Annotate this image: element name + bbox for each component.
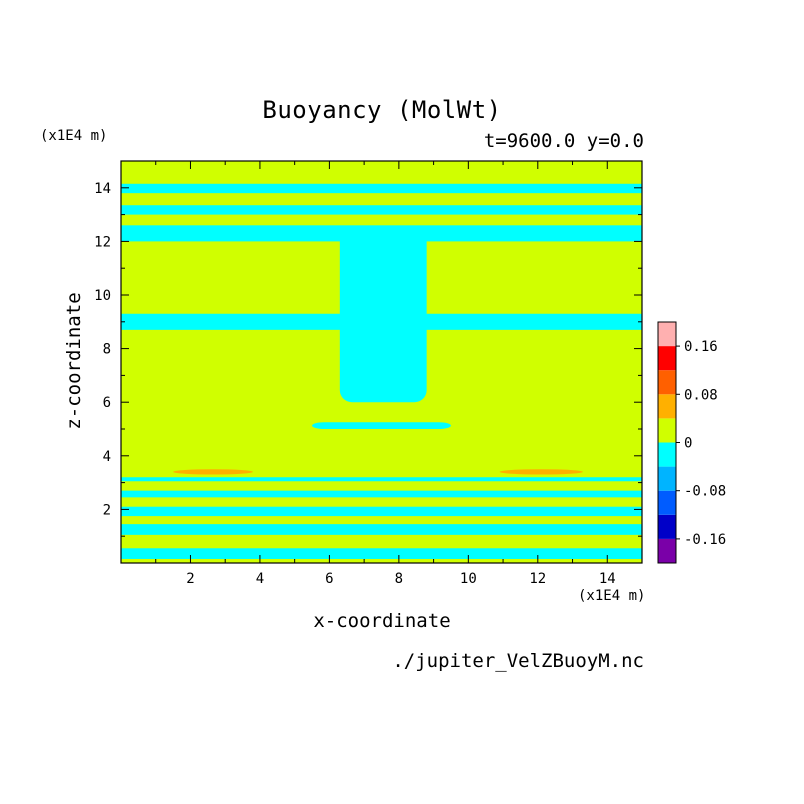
- plot-frame: [120, 160, 643, 564]
- colorbar-swatch-1: [658, 514, 676, 539]
- positive-patch-1: [499, 469, 583, 475]
- x-tick-label: 2: [186, 571, 194, 587]
- colorbar-tick-label: -0.08: [684, 484, 726, 500]
- y-tick-label: 8: [103, 342, 111, 358]
- y-tick-label: 12: [94, 234, 111, 250]
- x-tick-14: 14: [599, 161, 616, 587]
- y-tick-label: 2: [103, 502, 111, 518]
- negative-band-9: [121, 183, 642, 194]
- y-tick-label: 6: [103, 395, 111, 411]
- y-tick-14: 14: [94, 181, 642, 197]
- negative-band-8: [121, 205, 642, 215]
- x-tick-label: 10: [460, 571, 477, 587]
- colorbar-tick-label: 0: [684, 436, 692, 452]
- colorbar-tick-label: 0.08: [684, 387, 718, 403]
- colorbar-swatch-9: [658, 322, 676, 347]
- chart-title: Buoyancy (MolWt): [262, 96, 502, 124]
- y-tick-4: 4: [103, 449, 642, 465]
- colorbar-tick-label: 0.16: [684, 339, 718, 355]
- x-tick-2: 2: [186, 161, 195, 587]
- colorbar-tick-3: 0.08: [676, 387, 718, 403]
- x-tick-10: 10: [460, 161, 477, 587]
- colorbar-tick-4: 0.16: [676, 339, 718, 355]
- y-tick-12: 12: [94, 234, 642, 250]
- colorbar-tick-1: -0.08: [676, 484, 726, 500]
- colorbar: -0.16 -0.08 0 0.08 0.16: [657, 321, 726, 564]
- colorbar-swatch-3: [658, 466, 676, 491]
- y-tick-2: 2: [103, 502, 642, 518]
- y-axis-unit: (x1E4 m): [40, 128, 108, 144]
- colorbar-tick-2: 0: [676, 436, 692, 452]
- colorbar-swatch-5: [658, 418, 676, 443]
- x-axis-unit: (x1E4 m): [578, 588, 646, 604]
- negative-band-1: [121, 524, 642, 535]
- y-tick-label: 4: [103, 449, 111, 465]
- x-tick-8: 8: [395, 161, 403, 587]
- negative-band-3: [121, 490, 642, 498]
- negative-band-4: [121, 477, 642, 482]
- x-tick-12: 12: [529, 161, 546, 587]
- contour-field: [121, 161, 642, 563]
- y-axis-ticks: 2 4 6 8 10 12 14: [94, 181, 642, 537]
- positive-patch-0: [173, 469, 253, 475]
- x-tick-label: 6: [325, 571, 333, 587]
- negative-band-5: [312, 422, 451, 429]
- colorbar-swatch-8: [658, 346, 676, 371]
- colorbar-tick-0: -0.16: [676, 532, 726, 548]
- negative-band-10: [339, 228, 427, 403]
- x-tick-6: 6: [325, 161, 334, 587]
- colorbar-swatch-2: [658, 490, 676, 515]
- colorbar-swatch-7: [658, 370, 676, 395]
- x-tick-label: 14: [599, 571, 616, 587]
- colorbar-swatch-4: [658, 442, 676, 467]
- source-file-label: ./jupiter_VelZBuoyM.nc: [392, 650, 644, 672]
- x-axis-label: x-coordinate: [313, 610, 451, 632]
- negative-band-2: [121, 506, 642, 517]
- colorbar-tick-label: -0.16: [684, 532, 726, 548]
- x-tick-label: 8: [395, 571, 403, 587]
- colorbar-swatch-6: [658, 394, 676, 419]
- y-tick-6: 6: [103, 395, 642, 411]
- y-tick-label: 14: [94, 181, 111, 197]
- y-tick-label: 10: [94, 288, 111, 304]
- y-tick-8: 8: [103, 342, 642, 358]
- negative-band-0: [121, 548, 642, 559]
- colorbar-swatch-0: [658, 538, 676, 563]
- y-tick-10: 10: [94, 288, 642, 304]
- x-tick-label: 4: [256, 571, 264, 587]
- x-axis-ticks: 2 4 6 8 10 12 14: [155, 161, 616, 587]
- chart-subtitle: t=9600.0 y=0.0: [483, 130, 644, 152]
- x-tick-label: 12: [529, 571, 546, 587]
- x-tick-4: 4: [256, 161, 264, 587]
